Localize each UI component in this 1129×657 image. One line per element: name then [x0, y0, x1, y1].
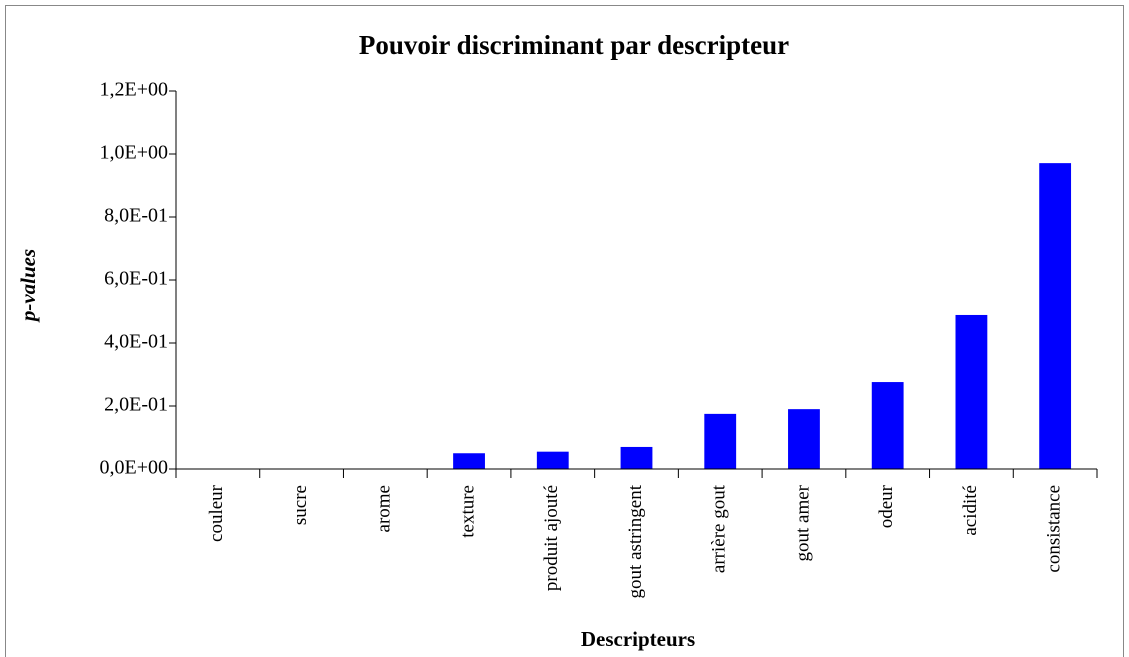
x-tick-label: couleur — [206, 484, 227, 542]
y-tick-label: 1,0E+00 — [100, 142, 169, 164]
y-axis-title: p-values — [16, 249, 40, 323]
x-tick-label: texture — [457, 485, 478, 538]
y-tick-label: 2,0E-01 — [104, 394, 168, 416]
x-tick-label: consistance — [1043, 485, 1064, 573]
x-axis-title: Descripteurs — [581, 627, 695, 651]
chart-frame — [5, 5, 1124, 657]
bar — [453, 453, 485, 469]
chart-title: Pouvoir discriminant par descripteur — [359, 30, 789, 60]
bar — [788, 409, 820, 469]
y-tick-label: 1,2E+00 — [100, 79, 169, 101]
bar — [620, 446, 653, 469]
bar — [871, 382, 904, 469]
y-tick-label: 4,0E-01 — [104, 331, 168, 353]
bar — [1039, 163, 1072, 469]
bar — [704, 413, 737, 469]
bar — [536, 451, 569, 469]
y-tick-label: 6,0E-01 — [104, 268, 168, 290]
x-tick-label: gout amer — [792, 484, 813, 561]
x-tick-label: arrière gout — [709, 484, 730, 573]
x-tick-label: produit ajouté — [541, 485, 562, 591]
x-tick-label: arome — [374, 485, 395, 532]
y-tick-label: 8,0E-01 — [104, 205, 168, 227]
bar — [955, 314, 988, 469]
x-tick-label: acidité — [960, 485, 981, 536]
x-tick-label: odeur — [876, 484, 897, 528]
x-tick-label: gout astringent — [625, 484, 646, 598]
x-tick-label: sucre — [290, 485, 311, 525]
y-tick-label: 0,0E+00 — [100, 457, 169, 479]
